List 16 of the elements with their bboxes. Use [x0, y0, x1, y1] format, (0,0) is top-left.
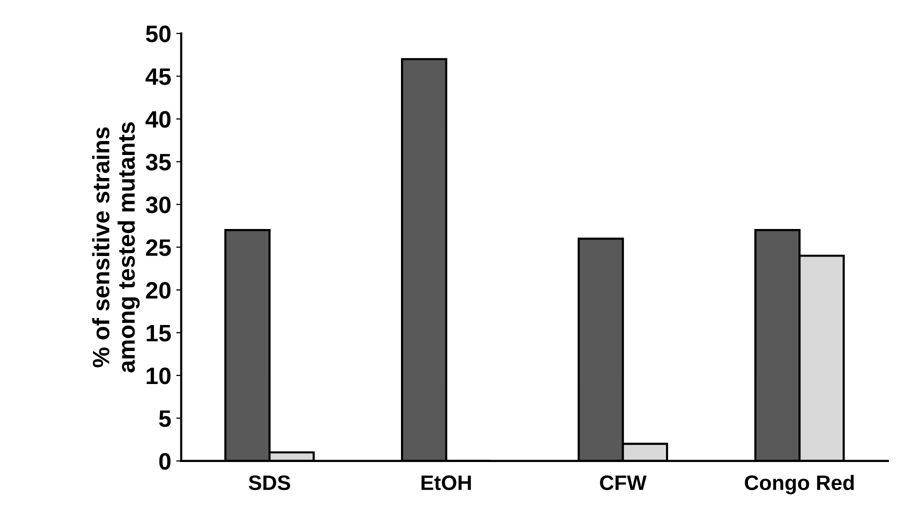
y-tick-label: 30	[146, 196, 171, 214]
y-tick-label: 20	[146, 282, 171, 299]
y-tick-label: 0	[159, 452, 171, 470]
y-tick-label: 50	[146, 26, 171, 42]
y-tick-label: 15	[146, 325, 171, 342]
x-tick-label: EtOH	[422, 475, 471, 490]
y-tick-label: 5	[159, 410, 171, 427]
x-tick-label: CFW	[600, 475, 647, 490]
x-tick-label: SDS	[248, 475, 290, 490]
y-axis-title: % of sensitive strains among tested mutants	[92, 122, 140, 372]
y-tick-label: 10	[146, 368, 171, 384]
x-tick-label: Congo Red	[744, 474, 854, 494]
y-tick-label: 40	[146, 111, 171, 128]
y-tick-label: 35	[146, 154, 171, 171]
y-tick-label: 25	[146, 239, 171, 256]
y-tick-label: 45	[146, 68, 171, 86]
